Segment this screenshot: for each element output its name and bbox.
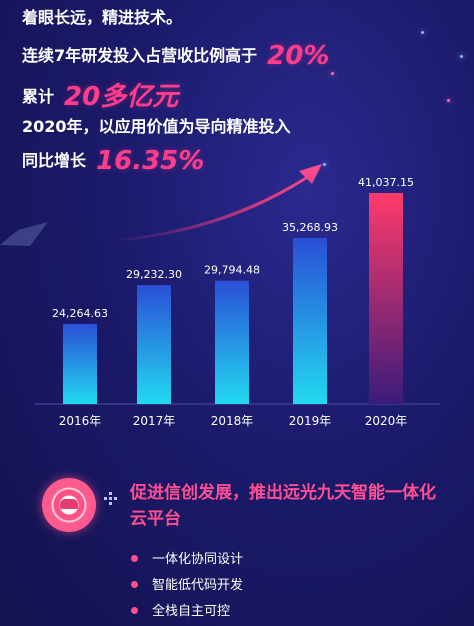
bar-1 (137, 285, 171, 404)
bar-value-label-0: 24,264.63 (52, 307, 108, 320)
intro-line-3: 累计 20多亿元 (22, 76, 178, 113)
bar-0 (63, 323, 97, 404)
bar-4 (369, 193, 403, 404)
intro-line-5-text: 同比增长 (22, 151, 87, 170)
platform-feature-item: 一体化协同设计 (131, 548, 243, 567)
platform-feature-item: 智能低代码开发 (131, 574, 243, 593)
decor-star (331, 72, 334, 75)
intro-line-5-value: 16.35% (96, 146, 205, 176)
platform-feature-label: 一体化协同设计 (152, 552, 244, 567)
bar-value-label-3: 35,268.93 (282, 221, 338, 234)
intro-line-1: 着眼长远，精进技术。 (22, 8, 183, 27)
x-tick-label-4: 2020年 (365, 414, 408, 428)
x-tick-label-2: 2018年 (211, 414, 254, 428)
bullet-dot (131, 581, 138, 588)
intro-line-2-text: 连续7年研发投入占营收比例高于 (22, 46, 258, 65)
x-tick-label-1: 2017年 (133, 414, 176, 428)
decor-star (460, 55, 463, 58)
platform-feature-item: 全栈自主可控 (131, 600, 230, 619)
bullet-dot (131, 607, 138, 614)
rd-investment-bar-chart: 24,264.63 2016年 29,232.30 2017年 29,794.48 201… (0, 164, 440, 428)
x-tick-label-0: 2016年 (59, 414, 102, 428)
bar-3 (293, 238, 327, 404)
intro-line-5: 同比增长 16.35% (22, 146, 204, 176)
x-tick-label-3: 2019年 (289, 414, 332, 428)
bullet-dot (131, 555, 138, 562)
bar-value-label-4: 41,037.15 (358, 176, 414, 189)
dots-decor-icon (104, 492, 118, 506)
decor-rocket-shape (0, 222, 48, 246)
bar-value-label-1: 29,232.30 (126, 268, 182, 281)
platform-title: 促进信创发展，推出远光九天智能一体化云平台 (130, 483, 436, 529)
intro-line-3-value: 20多亿元 (64, 82, 179, 112)
platform-feature-label: 全栈自主可控 (152, 604, 231, 619)
platform-logo-car-icon (60, 499, 78, 509)
decor-star (323, 163, 326, 166)
decor-star (421, 31, 424, 34)
bar-2 (215, 280, 249, 404)
intro-line-2: 连续7年研发投入占营收比例高于 20% (22, 41, 329, 71)
decor-star (447, 99, 450, 102)
platform-feature-label: 智能低代码开发 (152, 578, 244, 593)
growth-arrow (110, 164, 322, 242)
intro-line-3-text: 累计 (22, 87, 55, 106)
bar-value-label-2: 29,794.48 (204, 264, 260, 277)
intro-line-4: 2020年，以应用价值为导向精准投入 (22, 117, 291, 136)
intro-line-2-value: 20% (267, 41, 330, 71)
